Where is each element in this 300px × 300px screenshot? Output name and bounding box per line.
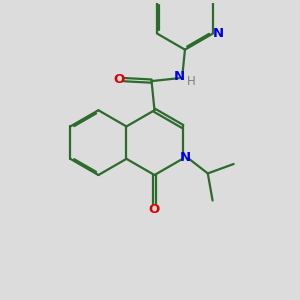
Text: N: N <box>173 70 184 83</box>
Text: H: H <box>187 75 196 88</box>
Text: O: O <box>113 73 124 85</box>
Text: N: N <box>213 27 224 40</box>
Text: O: O <box>149 203 160 216</box>
Text: N: N <box>180 151 191 164</box>
